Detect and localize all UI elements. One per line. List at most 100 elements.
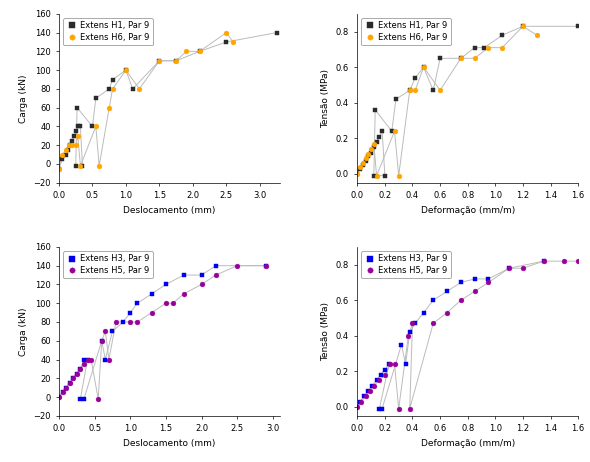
Extens H1, Par 9 bbox=[92, 96, 99, 101]
Legend: Extens H1, Par 9, Extens H6, Par 9: Extens H1, Par 9, Extens H6, Par 9 bbox=[63, 18, 153, 45]
Extens H3, Par 9 bbox=[385, 361, 392, 367]
Extens H1, Par 9 bbox=[379, 128, 386, 134]
Extens H6, Par 9 bbox=[55, 166, 63, 171]
Extens H5, Par 9 bbox=[55, 394, 63, 400]
Extens H6, Par 9 bbox=[412, 87, 419, 93]
Extens H3, Par 9 bbox=[444, 289, 451, 294]
Extens H1, Par 9 bbox=[223, 39, 230, 45]
Extens H3, Par 9 bbox=[356, 399, 363, 404]
Extens H6, Par 9 bbox=[457, 55, 464, 61]
Extens H3, Par 9 bbox=[77, 366, 84, 371]
Extens H5, Par 9 bbox=[262, 263, 269, 268]
Extens H5, Par 9 bbox=[362, 394, 369, 399]
Line: Extens H1, Par 9: Extens H1, Par 9 bbox=[57, 30, 279, 171]
Extens H1, Par 9 bbox=[74, 105, 81, 110]
Extens H1, Par 9 bbox=[362, 158, 369, 164]
Extens H1, Par 9 bbox=[575, 24, 582, 29]
Extens H1, Par 9 bbox=[109, 77, 116, 82]
Extens H6, Par 9 bbox=[362, 155, 369, 161]
Extens H6, Par 9 bbox=[519, 24, 526, 29]
Extens H6, Par 9 bbox=[59, 152, 66, 158]
Extens H6, Par 9 bbox=[499, 45, 506, 50]
Extens H6, Par 9 bbox=[373, 173, 380, 178]
Extens H3, Par 9 bbox=[98, 338, 105, 344]
Extens H3, Par 9 bbox=[84, 357, 91, 362]
Extens H5, Par 9 bbox=[575, 258, 582, 264]
Extens H6, Par 9 bbox=[65, 142, 73, 148]
Extens H3, Par 9 bbox=[162, 282, 169, 287]
Line: Extens H5, Par 9: Extens H5, Par 9 bbox=[57, 263, 268, 401]
Extens H5, Par 9 bbox=[212, 272, 219, 278]
Extens H5, Par 9 bbox=[102, 328, 109, 334]
Extens H5, Par 9 bbox=[148, 310, 155, 316]
Extens H5, Par 9 bbox=[391, 361, 398, 367]
Extens H3, Par 9 bbox=[420, 310, 427, 316]
Extens H5, Par 9 bbox=[376, 377, 383, 383]
Extens H6, Par 9 bbox=[533, 32, 540, 38]
Extens H3, Par 9 bbox=[373, 377, 380, 383]
Extens H3, Par 9 bbox=[102, 357, 109, 362]
Extens H3, Par 9 bbox=[66, 380, 73, 386]
Extens H3, Par 9 bbox=[430, 298, 437, 303]
Extens H5, Par 9 bbox=[80, 361, 87, 367]
Legend: Extens H1, Par 9, Extens H6, Par 9: Extens H1, Par 9, Extens H6, Par 9 bbox=[362, 18, 451, 45]
Extens H3, Par 9 bbox=[70, 376, 77, 381]
Extens H1, Par 9 bbox=[373, 139, 380, 145]
Extens H6, Par 9 bbox=[223, 30, 230, 36]
Extens H3, Par 9 bbox=[381, 367, 388, 372]
Extens H5, Par 9 bbox=[134, 319, 141, 325]
Extens H1, Par 9 bbox=[371, 145, 378, 150]
X-axis label: Deslocamento (mm): Deslocamento (mm) bbox=[123, 206, 216, 215]
Extens H1, Par 9 bbox=[372, 107, 379, 113]
Extens H1, Par 9 bbox=[371, 173, 378, 178]
Extens H5, Par 9 bbox=[471, 289, 478, 294]
Extens H6, Par 9 bbox=[106, 105, 113, 110]
Extens H6, Par 9 bbox=[371, 141, 378, 146]
Extens H3, Par 9 bbox=[120, 319, 127, 325]
Extens H3, Par 9 bbox=[412, 321, 419, 326]
Extens H1, Par 9 bbox=[79, 163, 86, 169]
Line: Extens H3, Par 9: Extens H3, Par 9 bbox=[355, 259, 546, 411]
Extens H3, Par 9 bbox=[80, 357, 87, 362]
Extens H1, Par 9 bbox=[173, 58, 180, 64]
Extens H1, Par 9 bbox=[59, 157, 66, 162]
Extens H5, Par 9 bbox=[430, 321, 437, 326]
Extens H3, Par 9 bbox=[365, 388, 372, 394]
Extens H6, Par 9 bbox=[173, 58, 180, 64]
Extens H5, Par 9 bbox=[395, 406, 402, 412]
Extens H5, Par 9 bbox=[180, 291, 187, 297]
Extens H1, Par 9 bbox=[62, 152, 69, 158]
Extens H5, Par 9 bbox=[366, 388, 373, 394]
Extens H5, Par 9 bbox=[70, 376, 77, 381]
Extens H1, Par 9 bbox=[73, 128, 80, 134]
Extens H3, Par 9 bbox=[457, 280, 464, 285]
Extens H3, Par 9 bbox=[55, 394, 63, 400]
Extens H3, Par 9 bbox=[198, 272, 205, 278]
Extens H3, Par 9 bbox=[109, 328, 116, 334]
Extens H3, Par 9 bbox=[402, 361, 409, 367]
Y-axis label: Tensão (MPa): Tensão (MPa) bbox=[321, 69, 330, 128]
Extens H5, Par 9 bbox=[444, 310, 451, 316]
Extens H6, Par 9 bbox=[471, 55, 478, 61]
Extens H3, Par 9 bbox=[471, 276, 478, 282]
X-axis label: Deslocamento (mm): Deslocamento (mm) bbox=[123, 439, 216, 448]
Extens H5, Par 9 bbox=[84, 357, 91, 362]
Extens H3, Par 9 bbox=[180, 272, 187, 278]
Extens H3, Par 9 bbox=[354, 404, 361, 410]
Extens H5, Par 9 bbox=[169, 300, 176, 306]
Extens H6, Par 9 bbox=[96, 163, 103, 169]
Extens H1, Par 9 bbox=[72, 163, 79, 169]
Line: Extens H1, Par 9: Extens H1, Par 9 bbox=[355, 24, 581, 178]
Extens H1, Par 9 bbox=[354, 171, 361, 176]
Extens H5, Par 9 bbox=[234, 263, 241, 268]
Extens H1, Par 9 bbox=[69, 138, 76, 143]
Extens H6, Par 9 bbox=[359, 160, 366, 166]
Extens H1, Par 9 bbox=[106, 86, 113, 91]
Extens H1, Par 9 bbox=[376, 134, 383, 140]
Legend: Extens H3, Par 9, Extens H5, Par 9: Extens H3, Par 9, Extens H5, Par 9 bbox=[63, 251, 153, 278]
Extens H6, Par 9 bbox=[74, 133, 81, 139]
Extens H5, Par 9 bbox=[198, 282, 205, 287]
Extens H1, Par 9 bbox=[471, 45, 478, 50]
Extens H1, Par 9 bbox=[437, 55, 444, 61]
Extens H5, Par 9 bbox=[77, 366, 84, 371]
